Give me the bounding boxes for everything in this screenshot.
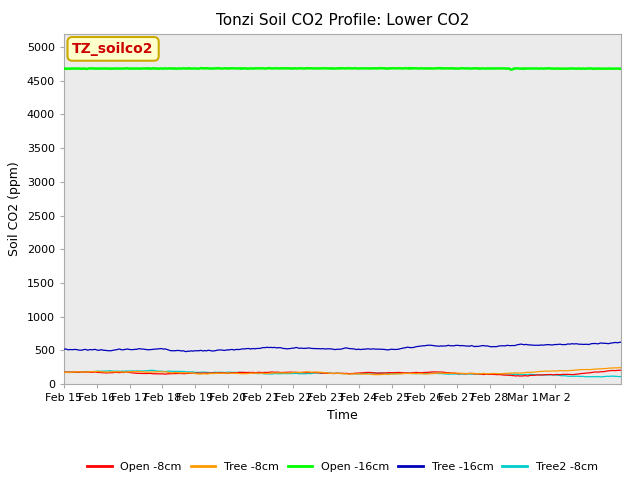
Title: Tonzi Soil CO2 Profile: Lower CO2: Tonzi Soil CO2 Profile: Lower CO2 — [216, 13, 469, 28]
Text: TZ_soilco2: TZ_soilco2 — [72, 42, 154, 56]
Legend: Open -8cm, Tree -8cm, Open -16cm, Tree -16cm, Tree2 -8cm: Open -8cm, Tree -8cm, Open -16cm, Tree -… — [83, 457, 602, 477]
Y-axis label: Soil CO2 (ppm): Soil CO2 (ppm) — [8, 161, 21, 256]
X-axis label: Time: Time — [327, 408, 358, 421]
